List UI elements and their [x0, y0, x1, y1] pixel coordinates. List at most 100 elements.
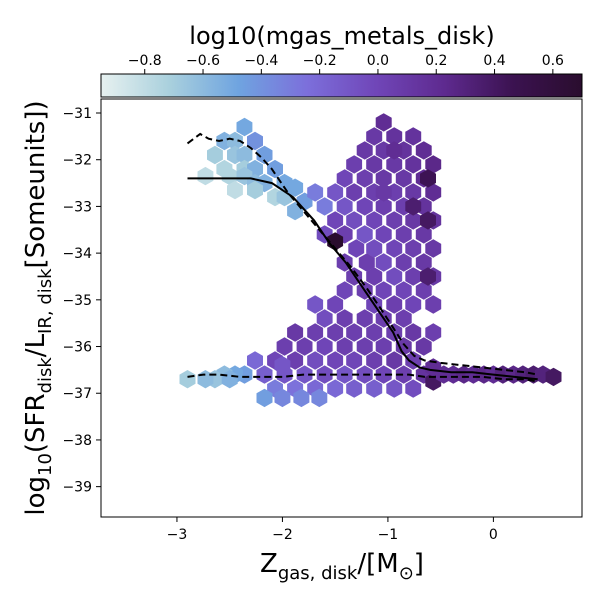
- hexbin: [256, 388, 273, 408]
- colorbar-ticks: −0.8 −0.6 −0.4 −0.2 0.0 0.2 0.4 0.6: [128, 53, 564, 74]
- hexbin: [375, 281, 392, 300]
- hexbin: [327, 183, 344, 202]
- y-tick-label: −38: [62, 433, 92, 449]
- hexbin: [221, 166, 238, 186]
- hexbin: [405, 267, 422, 286]
- hexbin: [327, 351, 344, 370]
- hexbin: [415, 253, 432, 272]
- hexbin: [287, 178, 304, 197]
- x-tick-label: −1: [378, 527, 399, 543]
- hexbin: [395, 253, 412, 272]
- hexbin: [395, 309, 412, 328]
- hexbin: [307, 295, 324, 314]
- hexbin: [356, 197, 373, 216]
- colorbar-bar: [100, 73, 583, 98]
- hexbin: [327, 211, 344, 230]
- hexbin: [293, 388, 310, 408]
- hexbin: [346, 183, 363, 202]
- hexbin: [296, 365, 313, 384]
- hexbin: [247, 351, 263, 370]
- hexbin: [227, 180, 243, 200]
- hexbin: [346, 379, 363, 398]
- hexbin: [307, 323, 324, 342]
- hexbin: [316, 337, 333, 356]
- y-tick-label: −36: [62, 340, 92, 356]
- plot-frame: [100, 98, 583, 518]
- hexbin: [375, 365, 392, 384]
- hexbin: [405, 183, 422, 202]
- hexbin: [366, 267, 383, 286]
- hexbin: [274, 388, 291, 408]
- hexbin: [366, 351, 383, 370]
- y-axis-ticks: −31 −32 −33 −34 −35 −36 −37 −38 −39: [62, 106, 101, 496]
- median-line: [187, 177, 538, 381]
- hexbin: [375, 337, 392, 356]
- hexbin: [256, 145, 273, 165]
- hexbin: [307, 183, 324, 202]
- hexbin: [415, 141, 432, 160]
- hexbin: [395, 169, 412, 188]
- y-tick-label: −32: [62, 153, 92, 169]
- hexbin: [395, 225, 412, 244]
- plot-area: −3 −2 −1 0 −31 −32 −33 −34 −35 −36 −37 −38 −39: [62, 98, 583, 543]
- hexbin: [386, 267, 403, 286]
- hexbin: [366, 155, 383, 174]
- hexbin: [227, 131, 243, 151]
- colorbar-tick-label: 0.4: [483, 53, 505, 69]
- hexbin: [296, 337, 313, 356]
- hexbin: [276, 337, 293, 356]
- hexbin: [336, 197, 353, 216]
- colorbar: log10(mgas_metals_disk) −0.8 −0.6 −0.4 −0.2…: [100, 22, 583, 98]
- hexbin: [287, 323, 304, 342]
- hexbin: [425, 239, 442, 258]
- hexbin: [386, 211, 403, 230]
- hexbin: [247, 180, 263, 200]
- hexbin: [327, 323, 344, 342]
- y-tick-label: −34: [62, 246, 92, 262]
- hexbin: [327, 295, 344, 314]
- hexbin: [267, 159, 283, 179]
- x-tick-label: −3: [167, 527, 188, 543]
- hexbin: [386, 351, 403, 370]
- hexbin: [336, 281, 353, 300]
- hexbin: [415, 337, 432, 356]
- x-axis-label: Zgas, disk/[M⊙]: [260, 549, 424, 584]
- hexbin: [247, 131, 263, 151]
- hexbin: [336, 337, 353, 356]
- hexbin: [346, 323, 363, 342]
- hexbin: [336, 169, 353, 188]
- hexbin: [375, 113, 392, 132]
- hexbin: [405, 155, 422, 174]
- hexbin: [415, 281, 432, 300]
- y-tick-label: −35: [62, 293, 92, 309]
- hexbin: [366, 127, 383, 146]
- hexbin: [386, 295, 403, 314]
- hexbin: [386, 141, 403, 160]
- hexbin: [375, 225, 392, 244]
- hexbin: [274, 356, 291, 375]
- hexbin: [336, 309, 353, 328]
- percentile-line: [186, 132, 538, 376]
- y-tick-label: −31: [62, 106, 92, 122]
- hexbin: [425, 323, 442, 342]
- y-tick-label: −33: [62, 199, 92, 215]
- hexbin: [405, 323, 422, 342]
- hexbin: [207, 145, 223, 165]
- colorbar-tick-label: 0.6: [542, 53, 564, 69]
- x-tick-label: −2: [272, 527, 293, 543]
- hexbin: [346, 211, 363, 230]
- hexbin: [545, 367, 562, 387]
- colorbar-label: log10(mgas_metals_disk): [189, 22, 494, 50]
- hexbin: [375, 197, 392, 216]
- hexbin: [405, 239, 422, 258]
- colorbar-tick-label: −0.8: [128, 53, 162, 69]
- hexbin: [356, 225, 373, 244]
- hexbin: [395, 281, 412, 300]
- colorbar-tick-label: −0.4: [244, 53, 278, 69]
- hexbin: [415, 225, 432, 244]
- y-tick-label: −39: [62, 480, 92, 496]
- hexbin: [386, 239, 403, 258]
- hexbin: [386, 155, 403, 174]
- hexbin: [425, 155, 442, 174]
